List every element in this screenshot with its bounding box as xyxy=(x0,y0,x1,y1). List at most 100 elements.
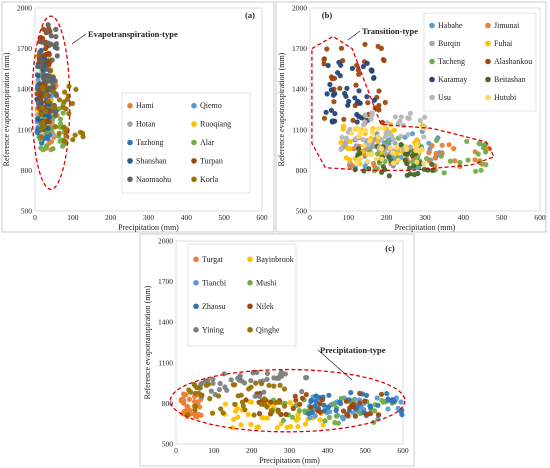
legend-label-beitashan: Beitashan xyxy=(494,75,526,84)
point-usu xyxy=(383,134,389,140)
point-hotan xyxy=(50,132,57,138)
x-tick-label: 600 xyxy=(256,213,268,222)
point-yining xyxy=(248,378,254,384)
y-tick-label: 1100 xyxy=(292,125,307,134)
y-tick-label: 1400 xyxy=(158,318,173,327)
point-yining xyxy=(221,371,227,377)
point-naomaohu xyxy=(38,63,44,69)
region-annotation: Evapotranspiration-type xyxy=(88,29,178,39)
point-alashankou xyxy=(376,88,382,94)
chart-panel-3: 0 100 200 300 400 500 600 500 800 1100 1400 1700 200… xyxy=(143,237,409,466)
x-axis-label: Precipitation (mm) xyxy=(118,223,179,232)
point-tacheng xyxy=(478,167,484,173)
point-beitashan xyxy=(409,153,416,159)
point-qinghe xyxy=(277,382,283,388)
y-tick-label: 1700 xyxy=(158,277,173,286)
point-zhaosu xyxy=(306,411,312,417)
point-turgat xyxy=(185,404,191,410)
point-hutubi xyxy=(390,150,396,156)
region-annotation: Precipitation-type xyxy=(320,345,386,355)
point-usu xyxy=(369,110,375,116)
point-qinghe xyxy=(282,403,288,409)
point-hutubi xyxy=(421,160,427,166)
point-alashankou xyxy=(331,99,337,105)
point-mushi xyxy=(296,408,302,414)
legend: Hami Qiemo Hotan Ruoqiang Tazhong Alar Shansha… xyxy=(121,92,251,194)
x-tick-label: 300 xyxy=(419,213,431,222)
point-yining xyxy=(252,393,258,399)
point-korla xyxy=(66,111,72,117)
point-karamay xyxy=(354,119,360,125)
point-alashankou xyxy=(376,102,382,109)
legend-label-hutubi: Hutubi xyxy=(494,93,517,102)
legend-marker-korla xyxy=(191,176,197,183)
legend-label-fuhai: Fuhai xyxy=(494,39,513,48)
point-nilek xyxy=(290,405,296,412)
point-zhaosu xyxy=(348,390,354,396)
point-qinghe xyxy=(248,384,254,390)
point-bayinbrook xyxy=(222,401,229,407)
point-zhaosu xyxy=(337,399,343,405)
point-shanshan xyxy=(46,114,52,120)
x-tick-label: 100 xyxy=(67,213,79,222)
point-hutubi xyxy=(379,156,385,162)
point-bayinbrook xyxy=(284,424,290,430)
point-usu xyxy=(407,110,413,116)
point-usu xyxy=(362,112,368,118)
point-hutubi xyxy=(354,125,360,131)
point-qinghe xyxy=(281,386,287,392)
point-tacheng xyxy=(480,145,487,151)
point-hutubi xyxy=(364,158,370,164)
legend: Turgat Bayinbrook Tianchi Mushi Zhaosu Nilek Y… xyxy=(187,243,297,347)
point-hutubi xyxy=(390,160,397,166)
y-axis-label: Reference evapotranspiration (mm) xyxy=(277,52,286,166)
point-tazhong xyxy=(34,129,40,135)
point-alar xyxy=(57,121,64,127)
y-tick-label: 500 xyxy=(162,440,174,449)
point-alar xyxy=(50,146,56,152)
point-beitashan xyxy=(429,161,435,167)
point-turgat xyxy=(186,396,192,402)
point-hutubi xyxy=(362,127,369,133)
y-tick-label: 1400 xyxy=(17,85,32,94)
point-korla xyxy=(80,134,86,140)
point-zhaosu xyxy=(326,392,332,398)
point-beitashan xyxy=(404,172,410,178)
point-usu xyxy=(390,136,396,142)
point-hutubi xyxy=(373,156,379,162)
data-points xyxy=(178,369,405,431)
point-bayinbrook xyxy=(230,425,236,431)
legend-label-yining: Yining xyxy=(202,325,224,334)
point-korla xyxy=(73,86,79,92)
point-alashankou xyxy=(321,61,327,67)
point-korla xyxy=(66,83,72,89)
legend-marker-habahe xyxy=(429,22,435,29)
point-bayinbrook xyxy=(248,421,254,427)
y-tick-label: 500 xyxy=(21,207,33,216)
point-bayinbrook xyxy=(264,415,270,421)
y-tick-label: 2000 xyxy=(158,237,173,246)
point-zhaosu xyxy=(389,398,396,404)
x-tick-label: 0 xyxy=(174,446,178,455)
point-nilek xyxy=(317,401,323,407)
x-tick-label: 300 xyxy=(284,446,296,455)
point-nilek xyxy=(297,401,303,407)
point-zhaosu xyxy=(399,412,405,418)
point-karamay xyxy=(349,65,355,71)
panel-c-frame xyxy=(139,233,415,467)
point-hutubi xyxy=(349,130,355,136)
point-qinghe xyxy=(239,399,245,405)
point-naomaohu xyxy=(52,44,58,50)
panel-tag: (a) xyxy=(245,10,255,20)
y-tick-label: 800 xyxy=(162,399,174,408)
point-turpan xyxy=(40,35,46,42)
point-nilek xyxy=(367,411,373,417)
point-hutubi xyxy=(380,125,386,131)
point-yining xyxy=(222,384,228,390)
region-outline xyxy=(169,368,406,433)
point-korla xyxy=(60,104,66,110)
point-bayinbrook xyxy=(274,425,280,431)
point-nilek xyxy=(363,412,370,418)
point-alashankou xyxy=(356,71,362,77)
point-bayinbrook xyxy=(293,417,299,423)
